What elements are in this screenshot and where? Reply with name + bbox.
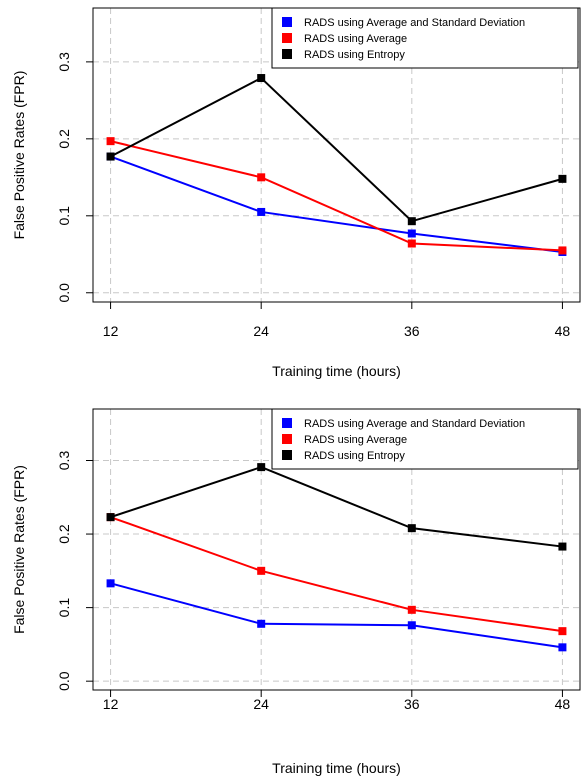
y-tick-label: 0.2: [56, 129, 72, 149]
data-point-marker: [407, 524, 416, 533]
y-axis-title: False Positive Rates (FPR): [11, 71, 27, 240]
legend: RADS using Average and Standard Deviatio…: [271, 7, 579, 69]
x-tick-label: 48: [555, 323, 571, 339]
series-line: [110, 76, 563, 223]
legend-box: [271, 7, 579, 69]
x-tick-label: 36: [404, 323, 420, 339]
data-point-marker: [407, 217, 416, 226]
legend-swatch: [282, 17, 292, 27]
data-point-marker: [407, 229, 416, 238]
series-line: [110, 516, 563, 633]
data-point-marker: [407, 239, 416, 248]
y-tick-label: 0.2: [56, 524, 72, 544]
y-tick-label: 0.1: [56, 598, 72, 618]
data-point-marker: [257, 463, 266, 472]
y-axis-title: False Positive Rates (FPR): [11, 465, 27, 634]
data-point-marker: [257, 173, 266, 182]
x-tick-label: 12: [103, 323, 119, 339]
legend-label: RADS using Average and Standard Deviatio…: [304, 17, 525, 29]
data-point-marker: [257, 619, 266, 628]
data-point-marker: [257, 566, 266, 575]
legend-label: RADS using Average: [304, 434, 407, 446]
x-axis-title: Training time (hours): [272, 760, 401, 776]
x-axis-title: Training time (hours): [272, 363, 401, 379]
series-line: [110, 466, 563, 548]
data-point-marker: [257, 207, 266, 216]
legend-label: RADS using Average: [304, 33, 407, 45]
y-tick-label: 0.3: [56, 451, 72, 471]
data-point-marker: [106, 152, 115, 161]
chart-panel-top: 0.0 0.1 0.2 0.3 12 24 36 48 Training time (hours…: [11, 7, 581, 379]
series-line: [110, 155, 563, 253]
y-tick-label: 0.0: [56, 671, 72, 691]
x-tick-label: 48: [555, 696, 571, 712]
series-line: [110, 582, 563, 649]
legend-label: RADS using Entropy: [304, 49, 405, 61]
data-point-marker: [106, 579, 115, 588]
x-tick-label: 24: [253, 696, 269, 712]
y-tick-label: 0.3: [56, 52, 72, 72]
legend-swatch: [282, 450, 292, 460]
data-point-marker: [407, 621, 416, 630]
series-line: [110, 140, 563, 252]
x-tick-label: 24: [253, 323, 269, 339]
legend-swatch: [282, 33, 292, 43]
x-tick-label: 12: [103, 696, 119, 712]
data-point-marker: [407, 605, 416, 614]
chart-panel-bottom: 0.0 0.1 0.2 0.3 12 24 36 48 Training time (hours…: [11, 408, 581, 776]
y-tick-label: 0.0: [56, 283, 72, 303]
data-point-marker: [558, 627, 567, 636]
data-point-marker: [558, 542, 567, 551]
legend-label: RADS using Average and Standard Deviatio…: [304, 418, 525, 430]
legend-swatch: [282, 418, 292, 428]
legend-label: RADS using Entropy: [304, 450, 405, 462]
data-point-marker: [558, 174, 567, 183]
legend-swatch: [282, 49, 292, 59]
y-tick-label: 0.1: [56, 206, 72, 226]
legend-swatch: [282, 434, 292, 444]
data-point-marker: [106, 513, 115, 522]
data-point-marker: [257, 74, 266, 83]
data-point-marker: [558, 643, 567, 652]
data-point-marker: [558, 246, 567, 255]
legend: RADS using Average and Standard Deviatio…: [271, 408, 579, 470]
legend-box: [271, 408, 579, 470]
data-point-marker: [106, 137, 115, 146]
x-tick-label: 36: [404, 696, 420, 712]
